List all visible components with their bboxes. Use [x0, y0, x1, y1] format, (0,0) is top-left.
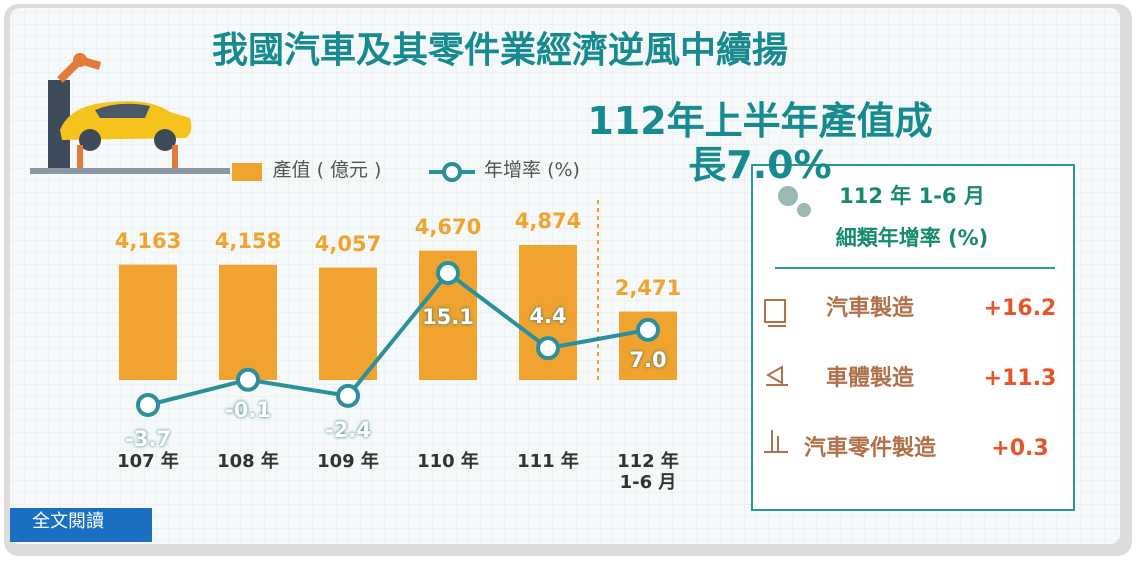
x-tick-label: 110 年 — [417, 451, 479, 472]
row-label: 汽車製造 — [825, 296, 915, 321]
line-value-label: -0.1 — [225, 397, 271, 422]
read-button-bg[interactable] — [10, 508, 152, 542]
line-point — [336, 383, 360, 408]
bar-value-label: 4,874 — [514, 209, 582, 233]
line-value-label: -3.7 — [125, 427, 171, 451]
read-button[interactable]: 全文閱讀 — [32, 511, 104, 532]
bar-value-label: 4,670 — [414, 214, 482, 239]
legend-label: 產值 ( 億元 ) — [272, 159, 382, 181]
bar — [119, 264, 177, 380]
subsector-panel — [751, 164, 1075, 511]
line-value-label: 7.0 — [629, 347, 667, 372]
subtitle: 112年上半年產值成長7.0% — [587, 99, 933, 187]
legend-label: 年增率 (%) — [484, 159, 580, 181]
panel-subtitle: 細類年增率 (%) — [835, 226, 989, 250]
legend-swatch — [442, 162, 462, 182]
row-value: +16.2 — [983, 296, 1057, 321]
legend-swatch — [232, 163, 262, 181]
line-value-label: 15.1 — [422, 305, 474, 329]
x-tick-label: 112 年 1-6 月 — [617, 451, 679, 493]
title: 我國汽車及其零件業經濟逆風中續揚 — [211, 30, 789, 71]
line-point — [636, 317, 660, 342]
row-icons — [764, 299, 788, 453]
x-tick-label: 111 年 — [517, 451, 579, 472]
line-value-label: -2.4 — [325, 417, 371, 442]
row-label: 車體製造 — [825, 366, 915, 391]
gear-icon — [778, 186, 811, 217]
x-tick-label: 108 年 — [217, 451, 279, 472]
bar — [319, 267, 377, 380]
line-point — [436, 261, 460, 285]
bar-value-label: 4,158 — [214, 228, 282, 253]
line-point — [136, 393, 160, 417]
x-tick-label: 109 年 — [317, 451, 379, 472]
line-point — [236, 367, 260, 392]
bar-value-label: 4,163 — [114, 228, 182, 253]
car-icon — [30, 53, 230, 174]
line-point — [536, 336, 560, 361]
bar-value-label: 4,057 — [314, 231, 382, 256]
panel-title: 112 年 1-6 月 — [839, 184, 985, 208]
line — [147, 270, 649, 407]
line-value-label: 4.4 — [529, 304, 567, 329]
bar-value-label: 2,471 — [614, 275, 682, 300]
x-tick-label: 107 年 — [117, 451, 179, 472]
bar — [219, 264, 277, 380]
row-label: 汽車零件製造 — [803, 436, 937, 461]
row-value: +11.3 — [983, 366, 1057, 391]
row-value: +0.3 — [991, 436, 1049, 461]
